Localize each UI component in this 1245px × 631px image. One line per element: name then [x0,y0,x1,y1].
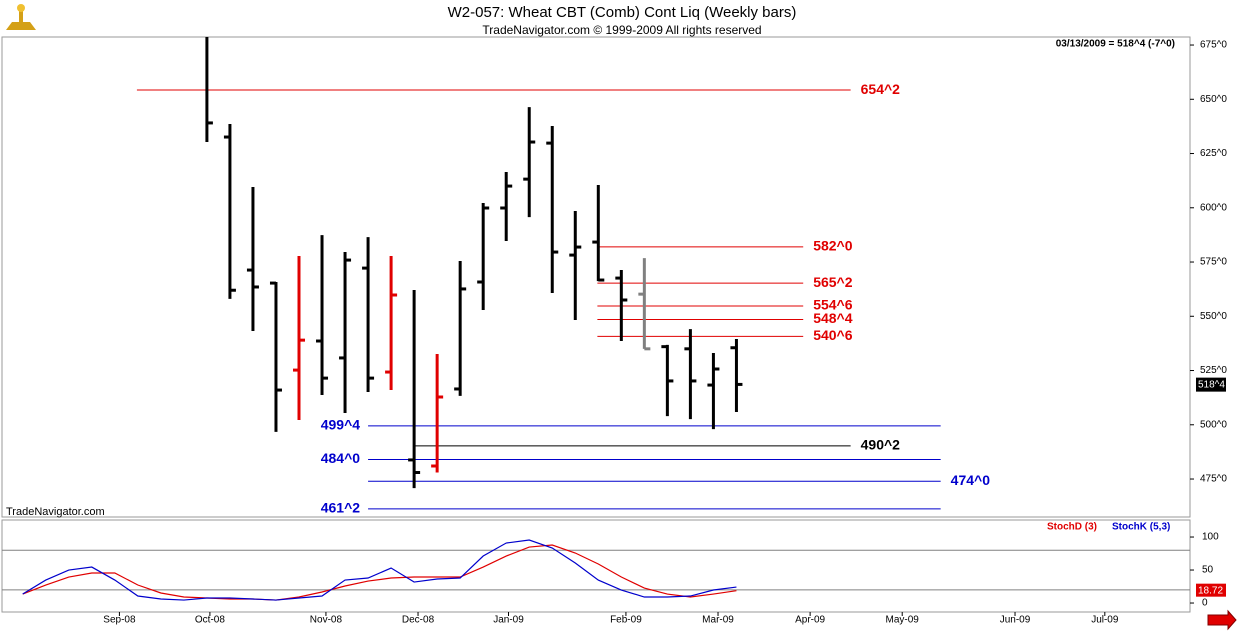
stoch-line [22,539,737,601]
level-label: 548^4 [813,310,853,326]
level-label: 484^0 [321,450,361,466]
legend-entry: StochD (3) [1047,522,1097,533]
price-info: 03/13/2009 = 518^4 (-7^0) [1056,39,1175,50]
subtitle: TradeNavigator.com © 1999-2009 All right… [482,23,761,37]
level-label: 554^6 [813,297,853,313]
y-tick-label: 475^0 [1200,474,1227,485]
x-tick-label: Jan-09 [493,615,524,626]
stoch-line [22,544,737,601]
y-tick-label: 0 [1202,598,1208,609]
x-tick-label: Mar-09 [702,615,734,626]
y-tick-label: 100 [1202,532,1219,543]
x-tick-label: Feb-09 [610,615,642,626]
stoch-pane [1,519,1191,613]
scroll-arrow[interactable] [1207,609,1237,631]
level-label: 565^2 [813,274,853,290]
x-tick-label: Jul-09 [1091,615,1119,626]
y-tick-label: 600^0 [1200,202,1227,213]
level-label: 490^2 [861,437,901,453]
price-pane [1,36,1191,518]
x-tick-label: Sep-08 [103,615,136,626]
x-tick-label: Oct-08 [195,615,225,626]
price-plot [136,37,941,510]
y-tick-label: 675^0 [1200,40,1227,51]
x-tick-label: Jun-09 [1000,615,1031,626]
legend-entry: StochK (5,3) [1112,522,1170,533]
y-tick-label: 550^0 [1200,311,1227,322]
x-tick-label: Dec-08 [402,615,435,626]
chart-title: W2-057: Wheat CBT (Comb) Cont Liq (Weekl… [448,4,797,21]
level-label: 654^2 [861,81,901,97]
last-price-box [1196,377,1226,392]
level-label: 582^0 [813,238,853,254]
last-value-box [1196,583,1226,597]
y-tick-label: 525^0 [1200,365,1227,376]
y-tick-label: 500^0 [1200,419,1227,430]
level-label: 499^4 [321,417,361,433]
level-label: 540^6 [813,327,853,343]
level-label: 461^2 [321,500,361,516]
y-tick-label: 625^0 [1200,148,1227,159]
x-tick-label: Nov-08 [310,615,343,626]
x-tick-label: May-09 [886,615,920,626]
level-label: 474^0 [951,472,991,488]
logo [6,4,36,30]
x-tick-label: Apr-09 [795,615,825,626]
watermark: TradeNavigator.com [6,506,105,518]
last-price-label: 518^4 [1198,379,1225,390]
y-tick-label: 50 [1202,565,1214,576]
y-tick-label: 575^0 [1200,257,1227,268]
y-tick-label: 650^0 [1200,94,1227,105]
last-value-label: 18.72 [1198,585,1223,596]
